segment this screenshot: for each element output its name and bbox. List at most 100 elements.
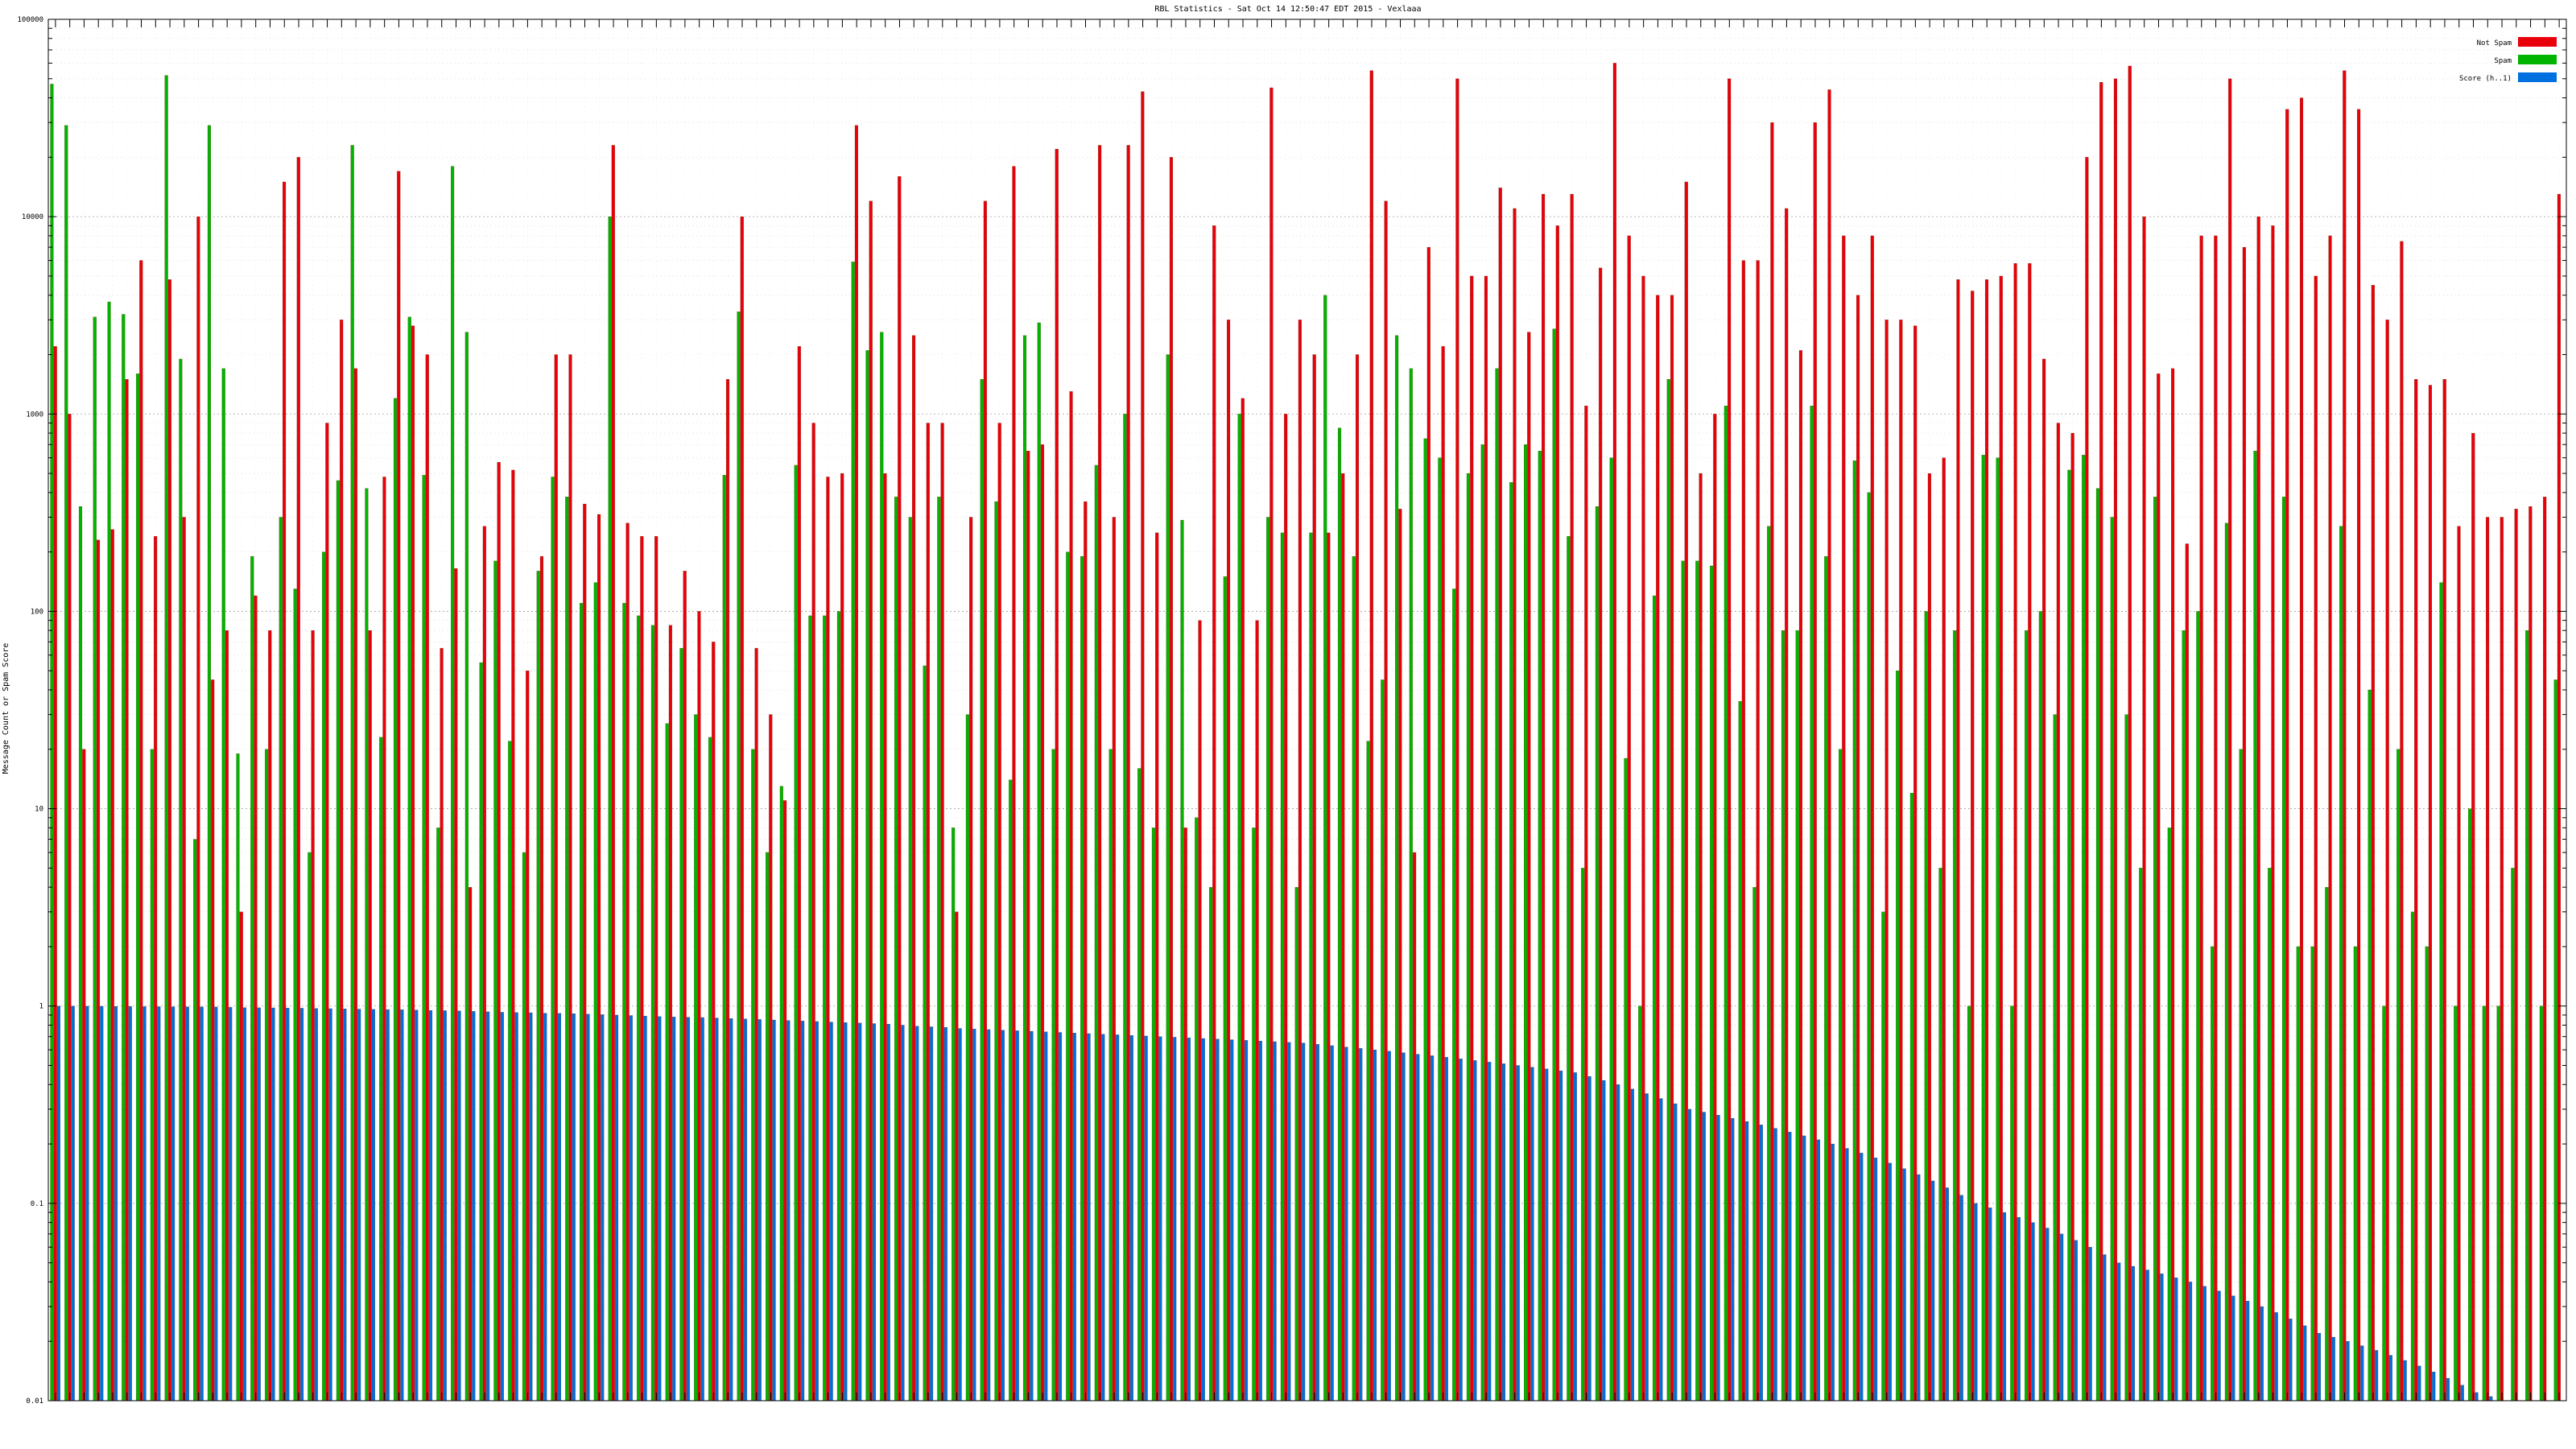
bar-not-spam [1498, 188, 1502, 1402]
bar-not-spam [712, 642, 716, 1402]
bar-not-spam [154, 536, 158, 1402]
bar-score-h [1845, 1148, 1849, 1402]
bar-spam [565, 497, 569, 1402]
bar-not-spam [2357, 109, 2361, 1402]
bar-spam [1752, 886, 1757, 1402]
bar-score-h [2317, 1332, 2322, 1402]
bar-not-spam [211, 679, 215, 1402]
bar-score-h [1759, 1125, 1763, 1402]
bar-spam [308, 852, 312, 1402]
bar-not-spam [2285, 109, 2289, 1402]
bar-score-h [1116, 1034, 1120, 1402]
bar-spam [1552, 328, 1556, 1402]
bar-spam [1108, 749, 1113, 1402]
bar-score-h [700, 1017, 704, 1402]
bar-spam [1810, 406, 1814, 1402]
bar-spam [1237, 414, 1241, 1402]
bar-spam [2010, 1005, 2014, 1402]
bar-score-h [457, 1010, 461, 1402]
bar-score-h [686, 1017, 690, 1402]
bar-not-spam [1055, 149, 1059, 1402]
legend-label: Not Spam [2477, 39, 2512, 47]
bar-score-h [1359, 1048, 1363, 1402]
bar-not-spam [397, 171, 401, 1402]
bar-not-spam [1327, 532, 1331, 1402]
bar-score-h [1287, 1042, 1291, 1402]
bar-spam [464, 332, 469, 1402]
bar-spam [193, 839, 197, 1402]
bar-spam [994, 501, 998, 1402]
bar-not-spam [511, 469, 515, 1402]
bar-spam [1953, 630, 1957, 1402]
bar-not-spam [1084, 501, 1088, 1402]
bar-score-h [2289, 1319, 2293, 1402]
bar-not-spam [1284, 414, 1288, 1402]
bar-score-h [1001, 1030, 1005, 1402]
bar-spam [1266, 517, 1270, 1402]
bar-spam [1037, 322, 1041, 1402]
bar-score-h [801, 1021, 805, 1402]
bar-not-spam [940, 423, 944, 1402]
y-tick-labels: 0.01 0.1 1 10 100 1000 10000 100000 [17, 16, 43, 1406]
bar-score-h [815, 1021, 819, 1402]
bar-not-spam [1570, 194, 1574, 1402]
bar-not-spam [2500, 517, 2504, 1402]
bar-not-spam [1699, 473, 1703, 1402]
bar-score-h [1988, 1208, 1992, 1402]
bar-spam [1595, 506, 1599, 1402]
bar-spam [2268, 868, 2272, 1402]
y-tick-label: 100 [31, 608, 43, 616]
bar-score-h [1645, 1093, 1649, 1402]
bar-not-spam [1542, 194, 1546, 1402]
bar-not-spam [254, 595, 258, 1402]
bar-spam [2196, 611, 2200, 1402]
bar-not-spam [740, 217, 744, 1402]
bar-score-h [2303, 1325, 2307, 1402]
bar-score-h [1702, 1112, 1706, 1402]
y-tick-label: 0.01 [26, 1397, 43, 1406]
bar-not-spam [1369, 70, 1373, 1402]
bar-spam [1009, 779, 1013, 1402]
bar-score-h [2160, 1274, 2164, 1402]
bar-score-h [1616, 1084, 1620, 1402]
bar-not-spam [139, 260, 143, 1402]
bar-spam [107, 301, 111, 1402]
bar-spam [493, 560, 497, 1402]
bar-spam [2410, 911, 2414, 1402]
bar-score-h [2346, 1341, 2350, 1402]
bar-not-spam [983, 200, 987, 1402]
bar-spam [1666, 378, 1670, 1402]
bar-score-h [2217, 1290, 2221, 1402]
bar-not-spam [2271, 225, 2275, 1402]
y-tick-label: 10 [35, 806, 43, 814]
bar-spam [1209, 886, 1213, 1402]
bar-spam [1852, 460, 1856, 1402]
bar-spam [1438, 457, 1442, 1402]
bar-spam [1381, 679, 1385, 1402]
bar-not-spam [1470, 275, 1474, 1402]
bar-not-spam [1413, 852, 1417, 1402]
bar-score-h [1430, 1055, 1435, 1402]
bar-not-spam [353, 368, 357, 1402]
bar-spam [2553, 679, 2557, 1402]
bar-spam [1624, 758, 1628, 1402]
bar-not-spam [1627, 235, 1631, 1402]
bar-spam [2253, 451, 2257, 1402]
bar-score-h [1959, 1195, 1963, 1402]
bar-score-h [1674, 1103, 1678, 1402]
bar-spam [2425, 946, 2429, 1402]
bar-not-spam [82, 749, 86, 1402]
bar-not-spam [725, 378, 730, 1402]
bar-spam [1337, 427, 1342, 1402]
bar-spam [2153, 497, 2157, 1402]
bar-not-spam [854, 125, 858, 1402]
bar-not-spam [1684, 181, 1688, 1402]
bar-spam [1480, 444, 1484, 1402]
bar-spam [2511, 868, 2515, 1402]
bar-score-h [2103, 1254, 2107, 1402]
bar-not-spam [2085, 157, 2089, 1402]
bar-score-h [400, 1009, 404, 1402]
bar-score-h [786, 1020, 791, 1402]
bar-spam [694, 714, 698, 1402]
bar-score-h [1230, 1039, 1234, 1402]
